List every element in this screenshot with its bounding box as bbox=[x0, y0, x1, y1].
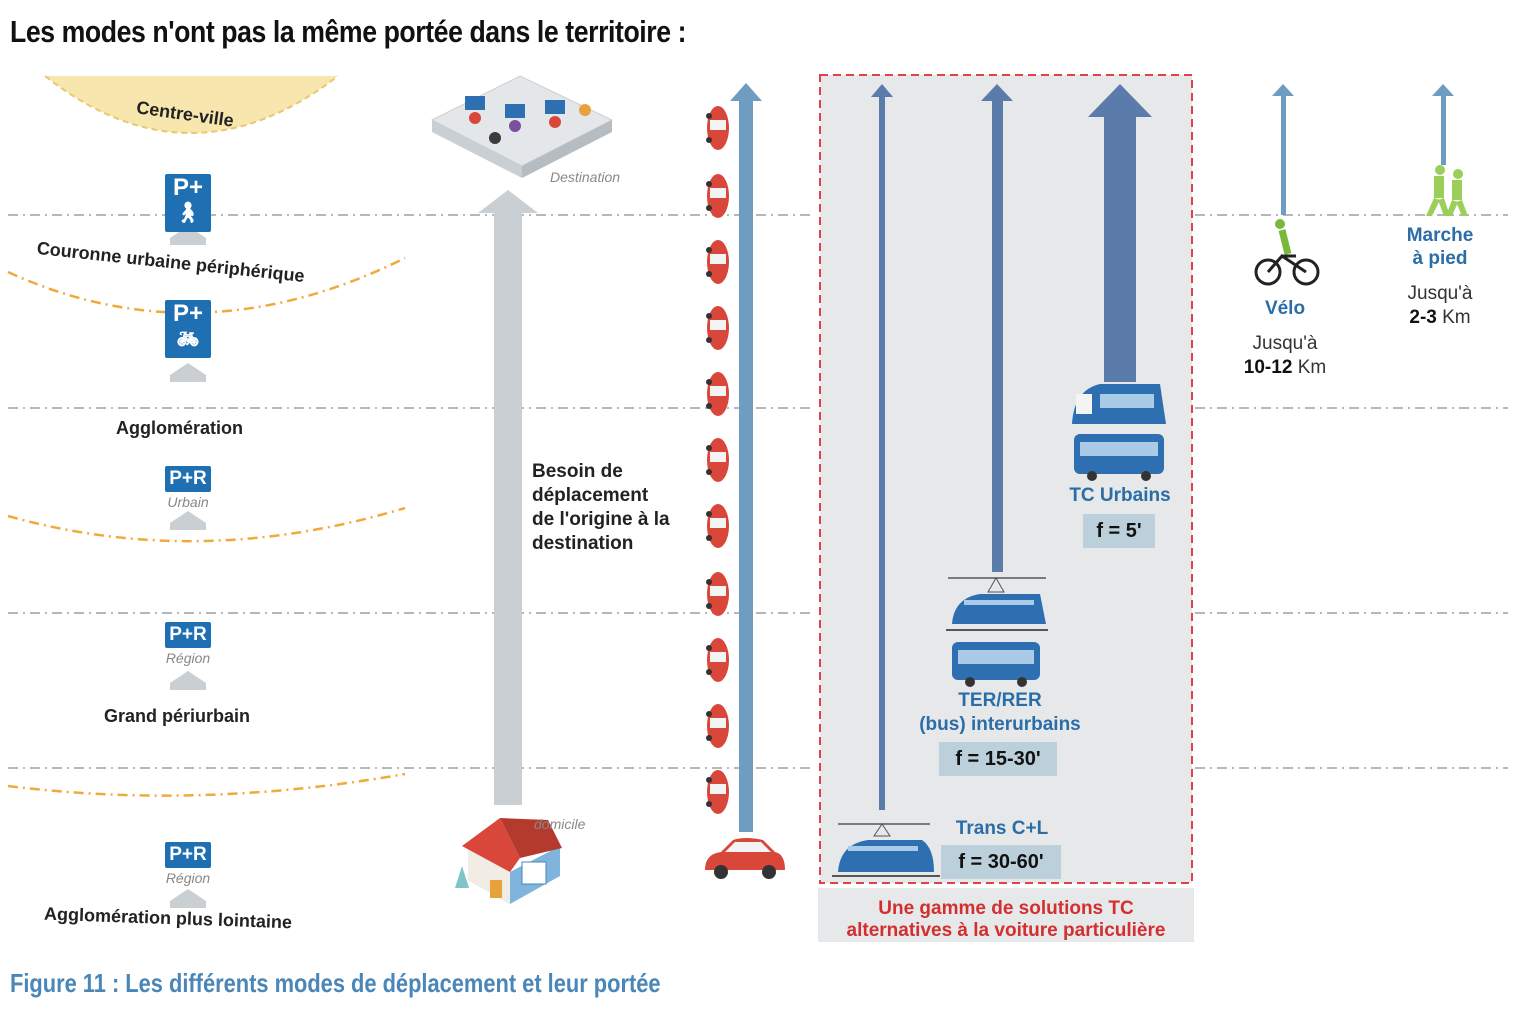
car-9 bbox=[706, 638, 729, 682]
destination-label: Destination bbox=[550, 169, 621, 185]
tc-gamme-line2: alternatives à la voiture particulière bbox=[846, 920, 1166, 941]
tc-urbains-label: TC Urbains bbox=[1069, 485, 1171, 506]
zone-separators bbox=[8, 214, 1508, 769]
figure-caption: Figure 11 : Les différents modes de dépl… bbox=[10, 968, 661, 998]
park-walk-badge: P+ 🚶︎ bbox=[165, 174, 211, 232]
car-10 bbox=[706, 704, 729, 748]
velo-arrow bbox=[1272, 84, 1294, 215]
urbains-bus-icon bbox=[1074, 434, 1164, 481]
trans-arrow bbox=[871, 84, 893, 810]
besoin-text: Besoin de déplacement de l'origine à la … bbox=[532, 461, 670, 554]
car-column bbox=[705, 106, 785, 879]
pr-region-badge: P+R bbox=[165, 622, 211, 648]
velo-range-1: Jusqu'à bbox=[1252, 333, 1318, 354]
car-3 bbox=[706, 240, 729, 284]
walker-icon: 🚶︎ bbox=[175, 202, 201, 224]
ter-label-1: TER/RER bbox=[958, 690, 1042, 711]
car-4 bbox=[706, 306, 729, 350]
bike-small-icon: 🚲︎ bbox=[176, 329, 200, 349]
ter-arrow bbox=[981, 84, 1013, 572]
marche-range-value: 2-3 bbox=[1409, 307, 1437, 328]
marche-arrow bbox=[1432, 84, 1454, 165]
marche-label-1: Marche bbox=[1406, 225, 1474, 246]
centre-ville-rim bbox=[44, 75, 339, 134]
domicile-label: domicile bbox=[534, 816, 586, 832]
trans-tram-icon bbox=[832, 823, 940, 877]
pr-urbain-label: Urbain bbox=[167, 494, 209, 510]
park-bike-label: P+ bbox=[172, 300, 204, 327]
office-icon bbox=[430, 75, 614, 178]
marche-label-2: à pied bbox=[1412, 248, 1468, 269]
velo-range-value: 10-12 bbox=[1243, 357, 1293, 378]
tc-box-caption-bg bbox=[818, 888, 1194, 942]
zone-grand-periurbain: Grand périurbain bbox=[104, 706, 251, 726]
park-walk-label: P+ bbox=[172, 174, 204, 201]
ter-label-2: (bus) interurbains bbox=[919, 714, 1081, 735]
tc-urbains-freq: f = 5' bbox=[1083, 514, 1155, 548]
car-7 bbox=[706, 504, 729, 548]
pr-region-label: Région bbox=[165, 650, 211, 666]
tc-gamme-line1: Une gamme de solutions TC bbox=[878, 898, 1134, 919]
car-side bbox=[705, 838, 785, 879]
ter-bus-icon bbox=[952, 642, 1040, 687]
marche-range-2: 2-3 Km bbox=[1378, 306, 1502, 330]
walkers-icon bbox=[1426, 165, 1468, 216]
pr-region2-label: Région bbox=[165, 870, 211, 886]
car-2 bbox=[706, 174, 729, 218]
car-1 bbox=[706, 106, 729, 150]
car-arrow bbox=[730, 83, 762, 832]
velo-label: Vélo bbox=[1264, 298, 1306, 319]
trans-freq: f = 30-60' bbox=[941, 845, 1061, 879]
park-bike-badge: P+ 🚲︎ bbox=[165, 300, 211, 358]
car-6 bbox=[706, 438, 729, 482]
arc-3 bbox=[7, 772, 406, 797]
pr-urbain-badge: P+R bbox=[165, 466, 211, 492]
zone-agglomeration: Agglomération bbox=[116, 418, 244, 438]
ter-train-icon bbox=[946, 576, 1048, 631]
besoin-arrow bbox=[478, 190, 538, 805]
urbains-tram-icon bbox=[1072, 384, 1166, 424]
marche-range-1: Jusqu'à bbox=[1407, 283, 1473, 304]
urbains-arrow bbox=[1088, 84, 1152, 382]
velo-range-2: 10-12 Km bbox=[1220, 356, 1350, 380]
parking-arrows bbox=[170, 226, 206, 908]
trans-label: Trans C+L bbox=[955, 818, 1049, 839]
arc-2 bbox=[7, 506, 406, 543]
page-title: Les modes n'ont pas la même portée dans … bbox=[10, 14, 687, 49]
car-8 bbox=[706, 572, 729, 616]
pr-region2-badge: P+R bbox=[165, 842, 211, 868]
velo-range-unit: Km bbox=[1297, 357, 1327, 378]
car-11 bbox=[706, 770, 729, 814]
car-5 bbox=[706, 372, 729, 416]
ter-freq: f = 15-30' bbox=[939, 742, 1057, 776]
house-icon bbox=[455, 818, 562, 904]
bicycle-icon bbox=[1254, 219, 1320, 286]
marche-range-unit: Km bbox=[1442, 307, 1471, 328]
